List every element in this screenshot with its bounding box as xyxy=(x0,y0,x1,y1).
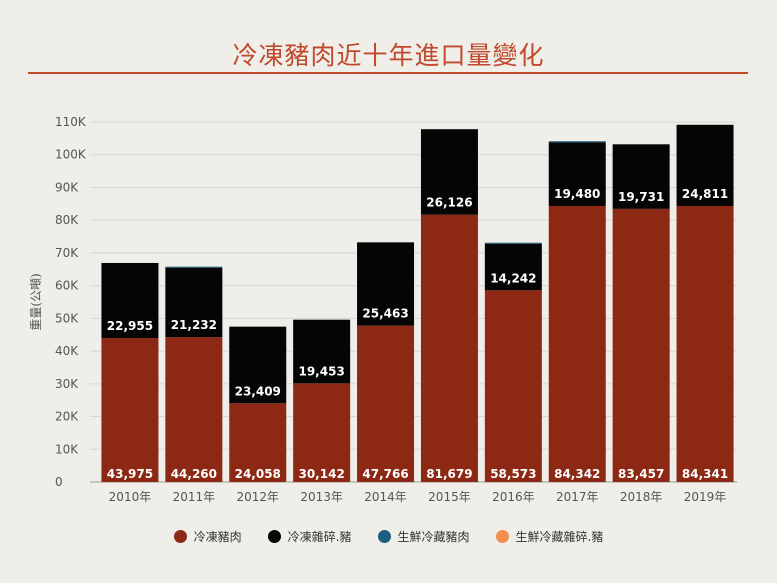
legend-label: 生鮮冷藏雜碎.豬 xyxy=(515,530,604,544)
bar-segment xyxy=(612,144,670,209)
legend-swatch xyxy=(173,530,187,543)
data-label: 30,142 xyxy=(298,467,344,481)
y-tick-label: 80K xyxy=(55,213,79,227)
data-label: 25,463 xyxy=(362,307,408,321)
y-tick-label: 90K xyxy=(55,180,79,194)
data-label: 24,058 xyxy=(235,467,281,481)
data-label: 43,975 xyxy=(107,467,153,481)
x-tick-label: 2018年 xyxy=(620,490,663,504)
bar-segment xyxy=(676,124,734,206)
y-tick-label: 40K xyxy=(55,344,79,358)
bar-segment xyxy=(420,129,478,215)
bar-segment xyxy=(229,403,287,482)
y-tick-label: 70K xyxy=(55,246,79,260)
bar-segment xyxy=(293,319,351,384)
x-tick-label: 2015年 xyxy=(428,490,471,504)
bar-segment xyxy=(484,290,542,482)
x-tick-label: 2014年 xyxy=(364,490,407,504)
bar-segment xyxy=(357,325,415,482)
legend-swatch xyxy=(377,530,391,543)
bar-segment xyxy=(293,383,351,482)
x-tick-label: 2010年 xyxy=(109,490,152,504)
legend-item: 冷凍雜碎.豬 xyxy=(267,528,352,545)
x-tick-label: 2013年 xyxy=(300,490,343,504)
y-tick-label: 0 xyxy=(55,475,63,489)
legend-item: 生鮮冷藏豬肉 xyxy=(377,528,470,545)
y-tick-label: 20K xyxy=(55,410,79,424)
title-divider xyxy=(28,72,748,74)
data-label: 58,573 xyxy=(490,467,536,481)
legend-item: 冷凍豬肉 xyxy=(173,528,242,545)
bar-segment xyxy=(165,267,223,338)
data-label: 14,242 xyxy=(490,271,536,285)
data-label: 26,126 xyxy=(426,196,472,210)
bar-segment xyxy=(101,262,159,339)
data-label: 21,232 xyxy=(171,318,217,332)
data-label: 83,457 xyxy=(618,467,664,481)
y-tick-label: 50K xyxy=(55,311,79,325)
legend-label: 冷凍豬肉 xyxy=(193,530,242,544)
data-label: 84,341 xyxy=(682,467,728,481)
legend: 冷凍豬肉 冷凍雜碎.豬 生鮮冷藏豬肉 生鮮冷藏雜碎.豬 xyxy=(0,528,777,545)
x-tick-label: 2016年 xyxy=(492,490,535,504)
y-tick-label: 110K xyxy=(55,115,87,129)
x-tick-label: 2012年 xyxy=(236,490,279,504)
bar-segment xyxy=(676,205,734,482)
bar-segment xyxy=(229,326,287,404)
data-label: 47,766 xyxy=(362,467,408,481)
data-label: 19,480 xyxy=(554,187,600,201)
bar-segment xyxy=(420,214,478,483)
data-label: 81,679 xyxy=(426,467,472,481)
bar-segment xyxy=(484,243,542,291)
x-tick-label: 2011年 xyxy=(173,490,216,504)
bar-segment xyxy=(357,242,415,326)
bar-segment xyxy=(484,242,542,244)
data-label: 23,409 xyxy=(235,384,281,398)
data-label: 19,453 xyxy=(298,364,344,378)
legend-label: 生鮮冷藏豬肉 xyxy=(397,530,470,544)
bar-segment xyxy=(548,142,606,206)
legend-item: 生鮮冷藏雜碎.豬 xyxy=(495,528,604,545)
y-tick-label: 10K xyxy=(55,442,79,456)
data-label: 24,811 xyxy=(682,187,728,201)
bar-segment xyxy=(548,141,606,143)
x-tick-label: 2019年 xyxy=(684,490,727,504)
legend-swatch xyxy=(495,530,509,543)
data-label: 19,731 xyxy=(618,190,664,204)
data-label: 22,955 xyxy=(107,319,153,333)
data-label: 44,260 xyxy=(171,467,217,481)
legend-swatch xyxy=(267,530,281,543)
chart-title: 冷凍豬肉近十年進口量變化 xyxy=(232,41,545,70)
legend-label: 冷凍雜碎.豬 xyxy=(287,530,352,544)
y-tick-label: 100K xyxy=(55,148,87,162)
bar-segment xyxy=(165,337,223,482)
x-tick-label: 2017年 xyxy=(556,490,599,504)
bar-segment xyxy=(165,266,223,268)
y-axis-title: 重量(公噸) xyxy=(29,273,43,330)
y-tick-label: 30K xyxy=(55,377,79,391)
bar-segment xyxy=(612,208,670,483)
bar-segment xyxy=(101,338,159,482)
bar-segment xyxy=(548,205,606,483)
data-label: 84,342 xyxy=(554,467,600,481)
y-tick-label: 60K xyxy=(55,279,79,293)
